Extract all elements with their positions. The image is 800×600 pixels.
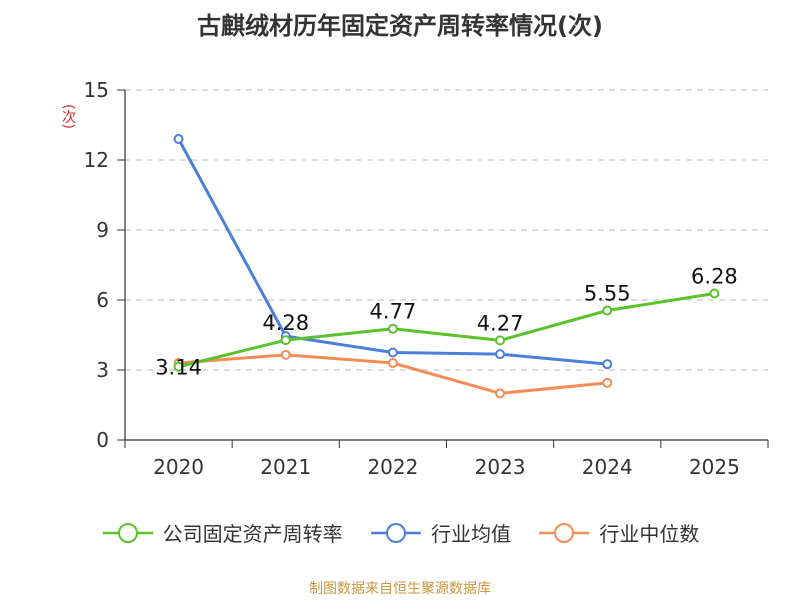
legend-marker-industry-mean <box>371 522 421 543</box>
data-labels: 3.14 4.28 4.77 4.27 5.55 6.28 <box>155 264 738 379</box>
legend-label-industry-median: 行业中位数 <box>599 522 700 546</box>
data-label-2021: 4.28 <box>262 311 309 335</box>
series-line-0 <box>178 291 715 369</box>
series-0-point-2025 <box>709 288 720 299</box>
y-tick-label-9: 9 <box>96 218 109 242</box>
legend-marker-industry-median <box>539 522 590 543</box>
series-2-point-2022 <box>387 358 398 368</box>
y-tick-label-6: 6 <box>96 288 109 312</box>
x-tick-label-2022: 2022 <box>367 455 418 479</box>
data-label-2022: 4.77 <box>370 300 417 324</box>
legend-item-company[interactable]: 公司固定资产周转率 <box>101 518 343 547</box>
y-axis-label: (次) <box>60 104 76 129</box>
series-1-point-2022 <box>387 347 398 358</box>
x-tick-label-2020: 2020 <box>153 455 204 479</box>
series-1-point-2020 <box>173 134 184 144</box>
series-1-point-2024 <box>602 359 613 370</box>
series-2-point-2024 <box>602 377 613 388</box>
legend-label-industry-mean: 行业均值 <box>431 522 511 546</box>
series-0-point-2021 <box>280 335 291 346</box>
legend-marker-company <box>102 522 153 543</box>
y-tick-label-3: 3 <box>96 358 109 382</box>
series-2-point-2023 <box>495 388 506 399</box>
data-label-2025: 6.28 <box>691 264 738 288</box>
legend: 公司固定资产周转率 行业均值 行业中位数 <box>0 518 800 550</box>
legend-label-company: 公司固定资产周转率 <box>162 522 343 546</box>
y-tick-label-15: 15 <box>84 78 109 102</box>
x-tick-label-2024: 2024 <box>582 455 633 479</box>
y-tick-label-12: 12 <box>84 148 109 172</box>
series-0-point-2022 <box>387 323 398 334</box>
x-tick-label-2025: 2025 <box>689 455 740 479</box>
y-tick-label-0: 0 <box>96 428 109 452</box>
axes: 0 3 6 9 12 15 2020 2021 2022 2023 2024 2025 <box>84 78 769 479</box>
series-1-point-2023 <box>495 349 506 360</box>
legend-item-industry-median[interactable]: 行业中位数 <box>537 518 699 547</box>
series-0-point-2020 <box>173 361 184 372</box>
data-label-2023: 4.27 <box>477 311 524 335</box>
legend-item-industry-mean[interactable]: 行业均值 <box>369 518 511 547</box>
series-lines <box>173 134 720 399</box>
source-note: 制图数据来自恒生聚源数据库 <box>309 581 491 597</box>
x-tick-label-2021: 2021 <box>260 455 311 479</box>
x-tick-label-2023: 2023 <box>475 455 526 479</box>
data-label-2020: 3.14 <box>155 356 202 380</box>
chart-title: 古麒绒材历年固定资产周转率情况(次) <box>197 12 603 40</box>
data-label-2024: 5.55 <box>584 282 631 306</box>
grid-lines <box>125 89 768 371</box>
series-0-point-2024 <box>602 305 613 316</box>
series-2-point-2021 <box>280 349 291 360</box>
series-0-point-2023 <box>495 335 506 346</box>
